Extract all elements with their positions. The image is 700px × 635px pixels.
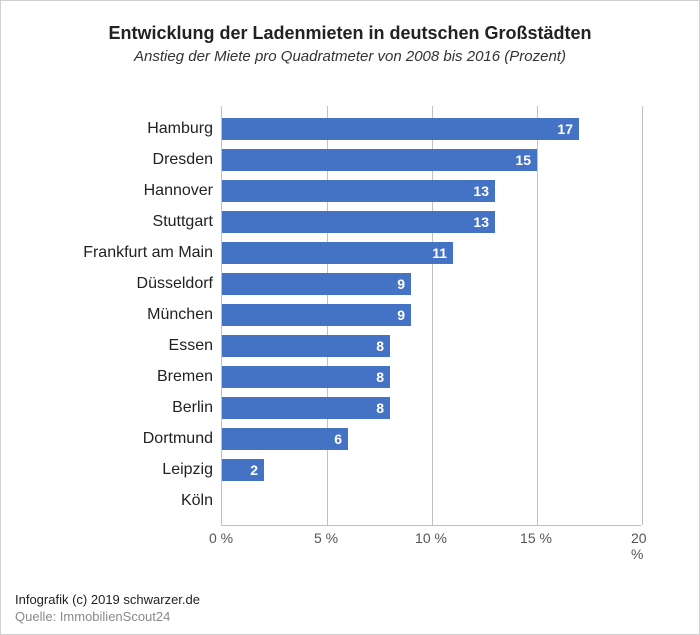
x-axis-tick: 20 %: [631, 530, 651, 562]
bar-value-label: 13: [473, 183, 489, 199]
x-axis-tick: 10 %: [415, 530, 447, 546]
bar-row: 13: [222, 180, 495, 202]
bar-value-label: 11: [432, 245, 447, 261]
category-label: Leipzig: [13, 461, 213, 479]
category-label: Köln: [13, 492, 213, 510]
bar: 13: [222, 211, 495, 233]
bar-row: 13: [222, 211, 495, 233]
bar-row: 2: [222, 459, 264, 481]
title-block: Entwicklung der Ladenmieten in deutschen…: [1, 1, 699, 65]
plot-region: 17151313119988862: [221, 106, 641, 526]
category-label: Bremen: [13, 368, 213, 386]
category-label: Düsseldorf: [13, 275, 213, 293]
footer: Infografik (c) 2019 schwarzer.de Quelle:…: [15, 592, 200, 624]
bar: 8: [222, 397, 390, 419]
bar-value-label: 9: [397, 276, 405, 292]
bar: 9: [222, 273, 411, 295]
bar: 8: [222, 366, 390, 388]
bar-value-label: 2: [250, 462, 258, 478]
bar-value-label: 15: [515, 152, 531, 168]
bar-row: 8: [222, 366, 390, 388]
bar: 8: [222, 335, 390, 357]
bar-row: 15: [222, 149, 537, 171]
category-label: Stuttgart: [13, 213, 213, 231]
bar: 15: [222, 149, 537, 171]
bar: 13: [222, 180, 495, 202]
gridline: [642, 106, 643, 525]
bar-row: 8: [222, 397, 390, 419]
bar-row: 8: [222, 335, 390, 357]
bar-value-label: 8: [376, 338, 384, 354]
category-label: München: [13, 306, 213, 324]
bar: 17: [222, 118, 579, 140]
category-label: Hannover: [13, 182, 213, 200]
x-axis-tick: 5 %: [314, 530, 338, 546]
chart-subtitle: Anstieg der Miete pro Quadratmeter von 2…: [1, 48, 699, 65]
bar-row: 6: [222, 428, 348, 450]
bar-value-label: 6: [334, 431, 342, 447]
bar-value-label: 8: [376, 369, 384, 385]
chart-area: 17151313119988862 0 %5 %10 %15 %20 %Hamb…: [41, 106, 661, 556]
bar-row: 9: [222, 273, 411, 295]
bar-value-label: 8: [376, 400, 384, 416]
x-axis-tick: 0 %: [209, 530, 233, 546]
category-label: Frankfurt am Main: [13, 244, 213, 262]
bar: 9: [222, 304, 411, 326]
bar-row: 17: [222, 118, 579, 140]
bar-row: 11: [222, 242, 453, 264]
gridline: [537, 106, 538, 525]
bar-value-label: 13: [473, 214, 489, 230]
category-label: Dortmund: [13, 430, 213, 448]
bar-value-label: 9: [397, 307, 405, 323]
bar-value-label: 17: [557, 121, 573, 137]
x-axis-tick: 15 %: [520, 530, 552, 546]
bar: 2: [222, 459, 264, 481]
footer-credit: Infografik (c) 2019 schwarzer.de: [15, 592, 200, 607]
chart-title: Entwicklung der Ladenmieten in deutschen…: [1, 23, 699, 44]
category-label: Essen: [13, 337, 213, 355]
footer-source: Quelle: ImmobilienScout24: [15, 609, 200, 624]
bar-row: 9: [222, 304, 411, 326]
category-label: Dresden: [13, 151, 213, 169]
category-label: Hamburg: [13, 120, 213, 138]
category-label: Berlin: [13, 399, 213, 417]
bar: 11: [222, 242, 453, 264]
bar: 6: [222, 428, 348, 450]
